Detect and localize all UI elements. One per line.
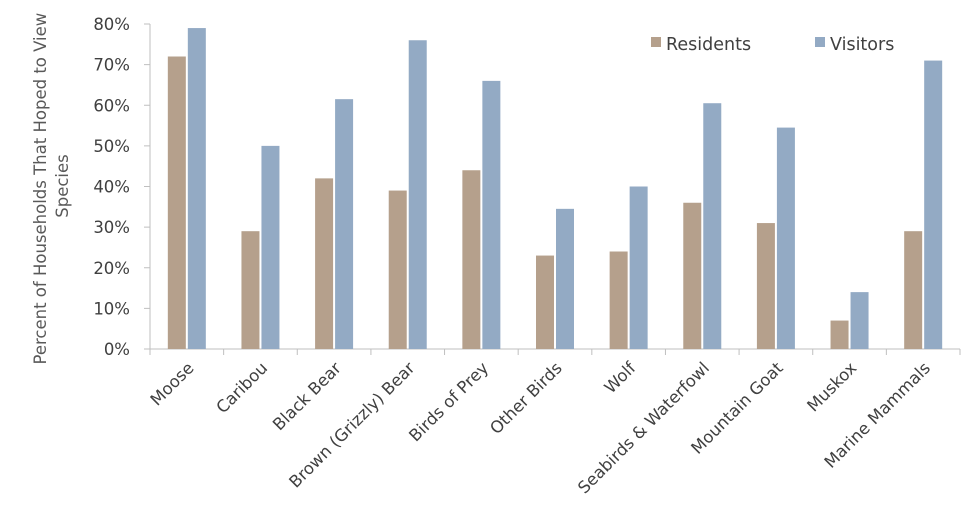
x-tick-label: Black Bear <box>269 358 345 434</box>
bars <box>167 28 943 349</box>
bar-visitors <box>703 103 722 349</box>
axes <box>144 23 961 355</box>
bar-residents <box>536 255 554 349</box>
bar-visitors <box>187 28 206 349</box>
legend-swatch-residents <box>651 37 661 47</box>
bar-visitors <box>629 186 648 349</box>
bar-residents <box>683 202 702 349</box>
bar-visitors <box>556 208 574 349</box>
bar-visitors <box>261 145 280 349</box>
bar-residents <box>241 231 260 349</box>
x-tick-label: Seabirds & Waterfowl <box>574 358 713 497</box>
x-tick-label: Muskox <box>803 358 860 415</box>
bar-residents <box>167 56 186 349</box>
bar-visitors <box>776 127 795 349</box>
legend-label-residents: Residents <box>666 35 751 55</box>
y-tick-label: 70% <box>93 56 130 75</box>
y-tick-label: 30% <box>93 218 130 237</box>
y-tick-label: 80% <box>93 15 130 34</box>
y-tick-label: 0% <box>104 340 130 359</box>
bar-visitors <box>408 40 427 349</box>
bar-visitors <box>924 60 943 349</box>
x-tick-label: Birds of Prey <box>405 358 492 445</box>
x-tick-label: Moose <box>147 358 198 409</box>
y-axis-title: Percent of Households That Hoped to View… <box>31 7 72 364</box>
x-tick-label: Wolf <box>601 358 641 398</box>
y-tick-label: 50% <box>93 137 130 156</box>
bar-visitors <box>335 99 354 349</box>
y-tick-label: 20% <box>93 259 130 278</box>
y-axis-title-line-1: Percent of Households That Hoped to View <box>31 13 50 365</box>
y-tick-label: 60% <box>93 96 130 115</box>
y-tick-label: 10% <box>93 299 130 318</box>
bar-residents <box>904 231 923 349</box>
bar-residents <box>830 320 849 349</box>
bar-residents <box>609 251 628 349</box>
bar-residents <box>756 223 775 349</box>
y-tick-labels: 0% 10% 20% 30% 40% 50% 60% 70% 80% <box>93 15 130 359</box>
bar-visitors <box>850 292 869 349</box>
legend-label-visitors: Visitors <box>830 35 894 55</box>
y-axis-title-line-2: Species <box>53 154 72 218</box>
y-tick-label: 40% <box>93 178 130 197</box>
x-tick-label: Brown (Grizzly) Bear <box>285 358 418 491</box>
bar-residents <box>388 190 407 349</box>
bar-residents <box>315 178 334 349</box>
x-tick-label: Other Birds <box>486 358 566 438</box>
legend: Residents Visitors <box>651 35 894 55</box>
bar-residents <box>462 170 481 349</box>
bar-visitors <box>482 80 501 349</box>
legend-swatch-visitors <box>815 37 825 47</box>
x-tick-label: Caribou <box>213 358 272 417</box>
